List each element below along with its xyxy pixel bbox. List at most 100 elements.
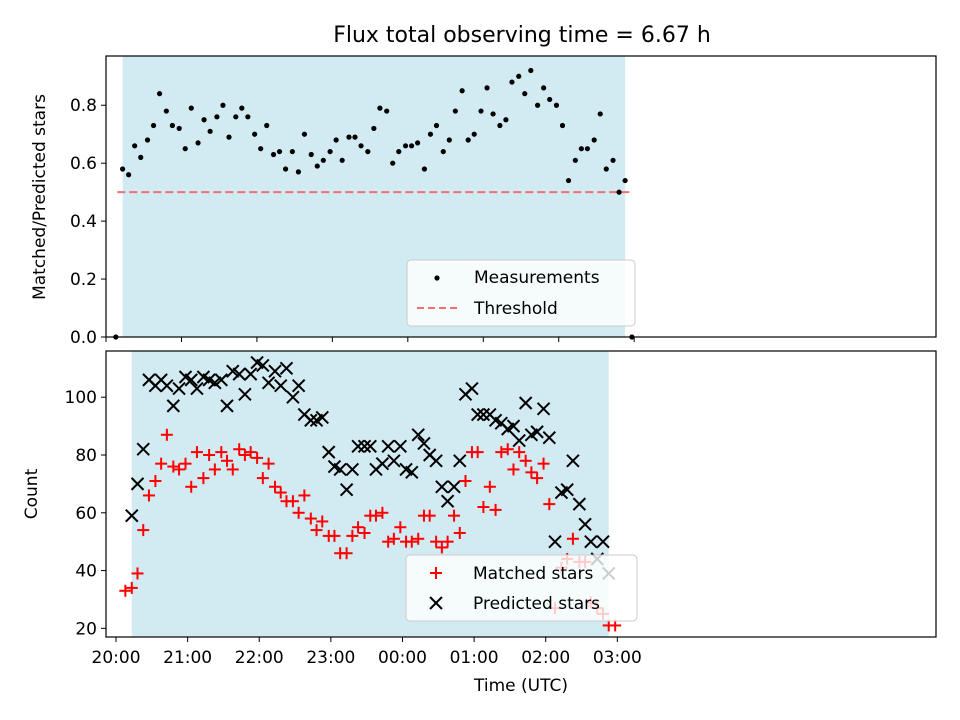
predicted-star-point bbox=[584, 534, 598, 549]
predicted-star-point bbox=[339, 482, 354, 497]
bottom-xtick-label: 23:00 bbox=[306, 648, 355, 668]
measurement-point bbox=[239, 105, 245, 111]
predicted-star-point bbox=[375, 456, 390, 471]
predicted-star-point bbox=[160, 378, 174, 393]
measurement-point bbox=[433, 122, 440, 129]
top-plot-frame bbox=[105, 55, 937, 338]
measurement-point bbox=[616, 189, 622, 195]
measurement-point bbox=[528, 67, 534, 74]
matched-star-point bbox=[298, 489, 311, 502]
measurement-point bbox=[578, 146, 584, 152]
measurement-point bbox=[308, 151, 314, 158]
bottom-ytick-label: 40 bbox=[75, 562, 97, 582]
matched-star-point bbox=[346, 529, 359, 542]
matched-star-point bbox=[477, 501, 490, 513]
predicted-star-point bbox=[572, 497, 587, 511]
measurement-point bbox=[503, 117, 509, 123]
matched-star-point bbox=[190, 446, 203, 459]
legend-label-predicted-stars: Predicted stars bbox=[473, 594, 600, 614]
measurement-point bbox=[622, 177, 628, 184]
measurement-point bbox=[358, 143, 364, 149]
predicted-star-point bbox=[453, 454, 467, 468]
matched-star-point bbox=[274, 486, 287, 499]
predicted-star-point bbox=[184, 373, 198, 387]
matched-star-point bbox=[125, 581, 138, 594]
bottom-ytick-label: 60 bbox=[75, 504, 97, 524]
matched-star-point bbox=[448, 509, 461, 522]
matched-star-point bbox=[185, 480, 198, 493]
matched-star-point bbox=[173, 463, 186, 476]
matched-star-point bbox=[507, 463, 520, 476]
measurement-point bbox=[471, 131, 477, 137]
measurement-point bbox=[365, 148, 371, 155]
matched-star-point bbox=[221, 454, 234, 467]
measurement-point bbox=[207, 128, 213, 134]
measurement-point bbox=[132, 143, 138, 149]
matched-star-point bbox=[495, 446, 508, 459]
predicted-star-point bbox=[243, 367, 258, 381]
bottom-xtick-label: 01:00 bbox=[450, 648, 499, 668]
matched-star-point bbox=[215, 446, 228, 459]
measurement-point bbox=[522, 91, 528, 97]
predicted-star-point bbox=[274, 378, 288, 393]
measurement-point bbox=[490, 111, 496, 117]
matched-star-point bbox=[286, 495, 299, 508]
predicted-star-point bbox=[476, 407, 491, 422]
matched-star-point bbox=[142, 489, 155, 502]
predicted-star-point bbox=[172, 381, 186, 396]
matched-star-point bbox=[525, 466, 538, 479]
matched-star-point bbox=[453, 527, 466, 539]
matched-star-point bbox=[137, 524, 150, 537]
predicted-star-point bbox=[512, 433, 526, 448]
predicted-star-point bbox=[125, 508, 139, 523]
measurement-point bbox=[427, 131, 434, 137]
measurement-point bbox=[150, 122, 157, 129]
predicted-star-point bbox=[304, 413, 318, 428]
predicted-star-point bbox=[566, 454, 580, 468]
measurement-point bbox=[565, 177, 572, 184]
bottom-plot-frame bbox=[105, 350, 937, 638]
predicted-star-point bbox=[166, 399, 181, 413]
predicted-star-point bbox=[405, 465, 419, 480]
matched-star-point bbox=[471, 446, 484, 459]
measurement-point bbox=[258, 146, 264, 152]
matched-star-point bbox=[412, 532, 425, 545]
measurement-point bbox=[610, 157, 616, 163]
legend-marker-predicted-stars bbox=[429, 596, 443, 610]
matched-star-point bbox=[489, 503, 502, 516]
measurement-point bbox=[314, 163, 320, 169]
bottom-legend: Matched stars Predicted stars bbox=[405, 554, 638, 622]
measurement-point bbox=[371, 125, 377, 132]
predicted-star-point bbox=[578, 517, 592, 532]
predicted-star-point bbox=[261, 376, 276, 390]
predicted-star-point bbox=[447, 480, 461, 494]
legend-marker-measurements bbox=[434, 275, 440, 281]
measurement-point bbox=[182, 146, 188, 152]
chart-title: Flux total observing time = 6.67 h bbox=[333, 23, 711, 48]
bottom-xtick-label: 21:00 bbox=[163, 648, 212, 668]
matched-star-point bbox=[531, 472, 544, 485]
measurement-point bbox=[459, 88, 465, 94]
matched-star-point bbox=[352, 521, 365, 534]
measurement-point bbox=[339, 157, 345, 163]
measurement-point bbox=[333, 137, 339, 143]
matched-star-point bbox=[167, 460, 180, 473]
matched-star-point bbox=[251, 451, 264, 464]
matched-star-point bbox=[160, 428, 173, 441]
predicted-star-point bbox=[136, 442, 150, 456]
matched-star-point bbox=[203, 449, 216, 461]
matched-star-point bbox=[262, 457, 275, 470]
measurement-point bbox=[597, 111, 603, 117]
matched-star-point bbox=[310, 524, 323, 537]
predicted-star-point bbox=[214, 373, 229, 387]
predicted-star-point bbox=[596, 534, 610, 549]
predicted-star-point bbox=[417, 436, 431, 451]
bottom-xtick-label: 20:00 bbox=[92, 648, 141, 668]
predicted-star-point bbox=[238, 387, 252, 402]
predicted-star-point bbox=[279, 361, 294, 376]
matched-star-point bbox=[387, 532, 400, 545]
measurement-point bbox=[591, 137, 597, 143]
matched-star-point bbox=[328, 529, 341, 542]
measurement-point bbox=[188, 105, 194, 111]
